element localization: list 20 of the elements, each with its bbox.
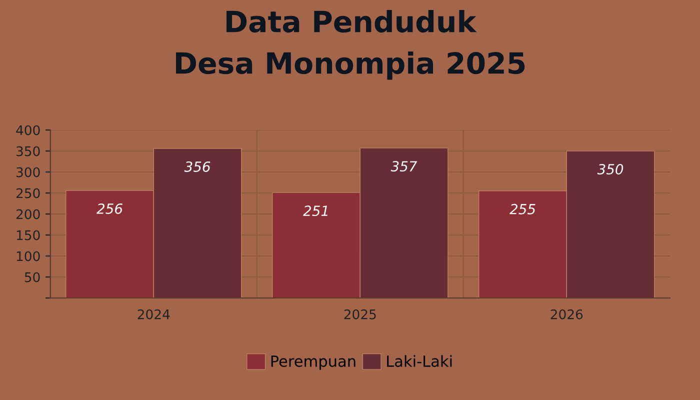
data-label: 256 [96, 203, 122, 214]
legend-label: Laki-Laki [387, 355, 452, 367]
data-label: 350 [597, 164, 624, 174]
x-tick-label: 2024 [138, 309, 170, 320]
y-tick-label: 200 [16, 209, 40, 220]
y-tick-label: 50 [24, 272, 40, 282]
legend-label: Perempuan [271, 356, 356, 370]
y-tick-label: 400 [16, 125, 40, 136]
data-label: 255 [510, 204, 536, 214]
data-label: 357 [390, 161, 418, 172]
y-tick-label: 350 [16, 146, 40, 156]
x-tick-label: 2025 [344, 309, 376, 320]
y-tick-label: 300 [16, 167, 40, 178]
y-tick-label: 150 [16, 230, 40, 240]
chart-title: Data Penduduk Desa Monompia 2025 [176, 10, 525, 80]
data-label: 251 [303, 206, 328, 216]
y-tick-label: 100 [16, 251, 40, 262]
x-tick-label: 2026 [550, 309, 583, 320]
data-label: 356 [184, 161, 210, 172]
y-tick-label: 250 [16, 188, 40, 198]
